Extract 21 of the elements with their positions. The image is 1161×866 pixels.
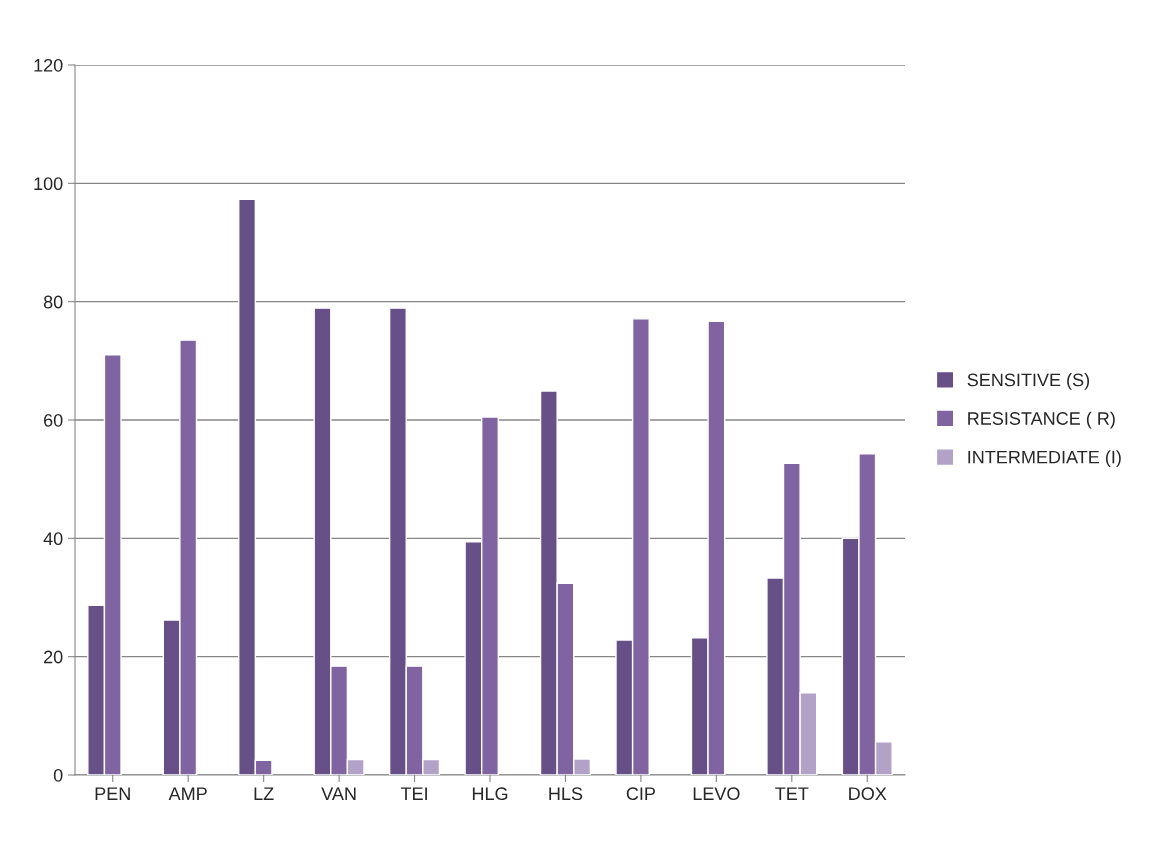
x-tick-label: LEVO bbox=[693, 787, 740, 801]
y-tick-label: 20 bbox=[44, 650, 63, 664]
y-tick-label: 0 bbox=[53, 768, 63, 782]
x-tick-label: VAN bbox=[321, 787, 356, 800]
y-tick-label: 120 bbox=[34, 58, 63, 72]
legend-label: INTERMEDIATE (I) bbox=[968, 450, 1121, 468]
x-tick-label: HLG bbox=[472, 787, 508, 801]
y-tick-label: 100 bbox=[34, 177, 63, 191]
x-tick-label: PEN bbox=[95, 787, 130, 800]
y-tick-label: 80 bbox=[43, 295, 63, 309]
x-tick-label: AMP bbox=[168, 787, 207, 800]
x-tick-label: TEI bbox=[400, 787, 427, 800]
x-tick-label: HLS bbox=[549, 787, 583, 801]
legend-label: RESISTANCE ( R) bbox=[968, 411, 1115, 429]
x-tick-label: CIP bbox=[626, 787, 656, 801]
y-tick-label: 60 bbox=[44, 413, 63, 427]
x-tick-label: TET bbox=[775, 787, 809, 800]
legend-label: SENSITIVE (S) bbox=[967, 373, 1090, 390]
x-tick-label: DOX bbox=[849, 787, 887, 801]
x-tick-label: LZ bbox=[254, 787, 274, 800]
y-tick-label: 40 bbox=[43, 532, 63, 546]
